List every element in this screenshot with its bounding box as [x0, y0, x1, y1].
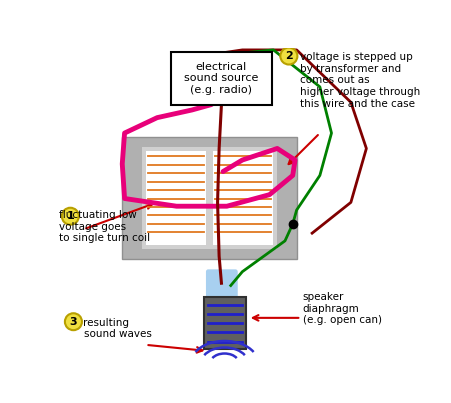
Bar: [122, 137, 297, 259]
Text: 2: 2: [285, 51, 293, 61]
Text: fluctuating low
voltage goes
to single turn coil: fluctuating low voltage goes to single t…: [59, 210, 150, 243]
Text: speaker
diaphragm
(e.g. open can): speaker diaphragm (e.g. open can): [303, 292, 382, 325]
Circle shape: [281, 48, 297, 64]
Bar: [146, 151, 206, 245]
Bar: [203, 297, 246, 349]
Bar: [142, 147, 277, 249]
Circle shape: [62, 208, 79, 225]
Text: resulting
sound waves: resulting sound waves: [83, 318, 152, 339]
Text: voltage is stepped up
by transformer and
comes out as
higher voltage through
thi: voltage is stepped up by transformer and…: [300, 52, 421, 109]
Bar: [213, 151, 273, 245]
Text: electrical
sound source
(e.g. radio): electrical sound source (e.g. radio): [184, 62, 258, 95]
Text: 1: 1: [66, 211, 74, 221]
Bar: [171, 52, 272, 104]
Circle shape: [65, 313, 82, 330]
FancyBboxPatch shape: [206, 269, 238, 301]
Text: 3: 3: [69, 317, 77, 327]
